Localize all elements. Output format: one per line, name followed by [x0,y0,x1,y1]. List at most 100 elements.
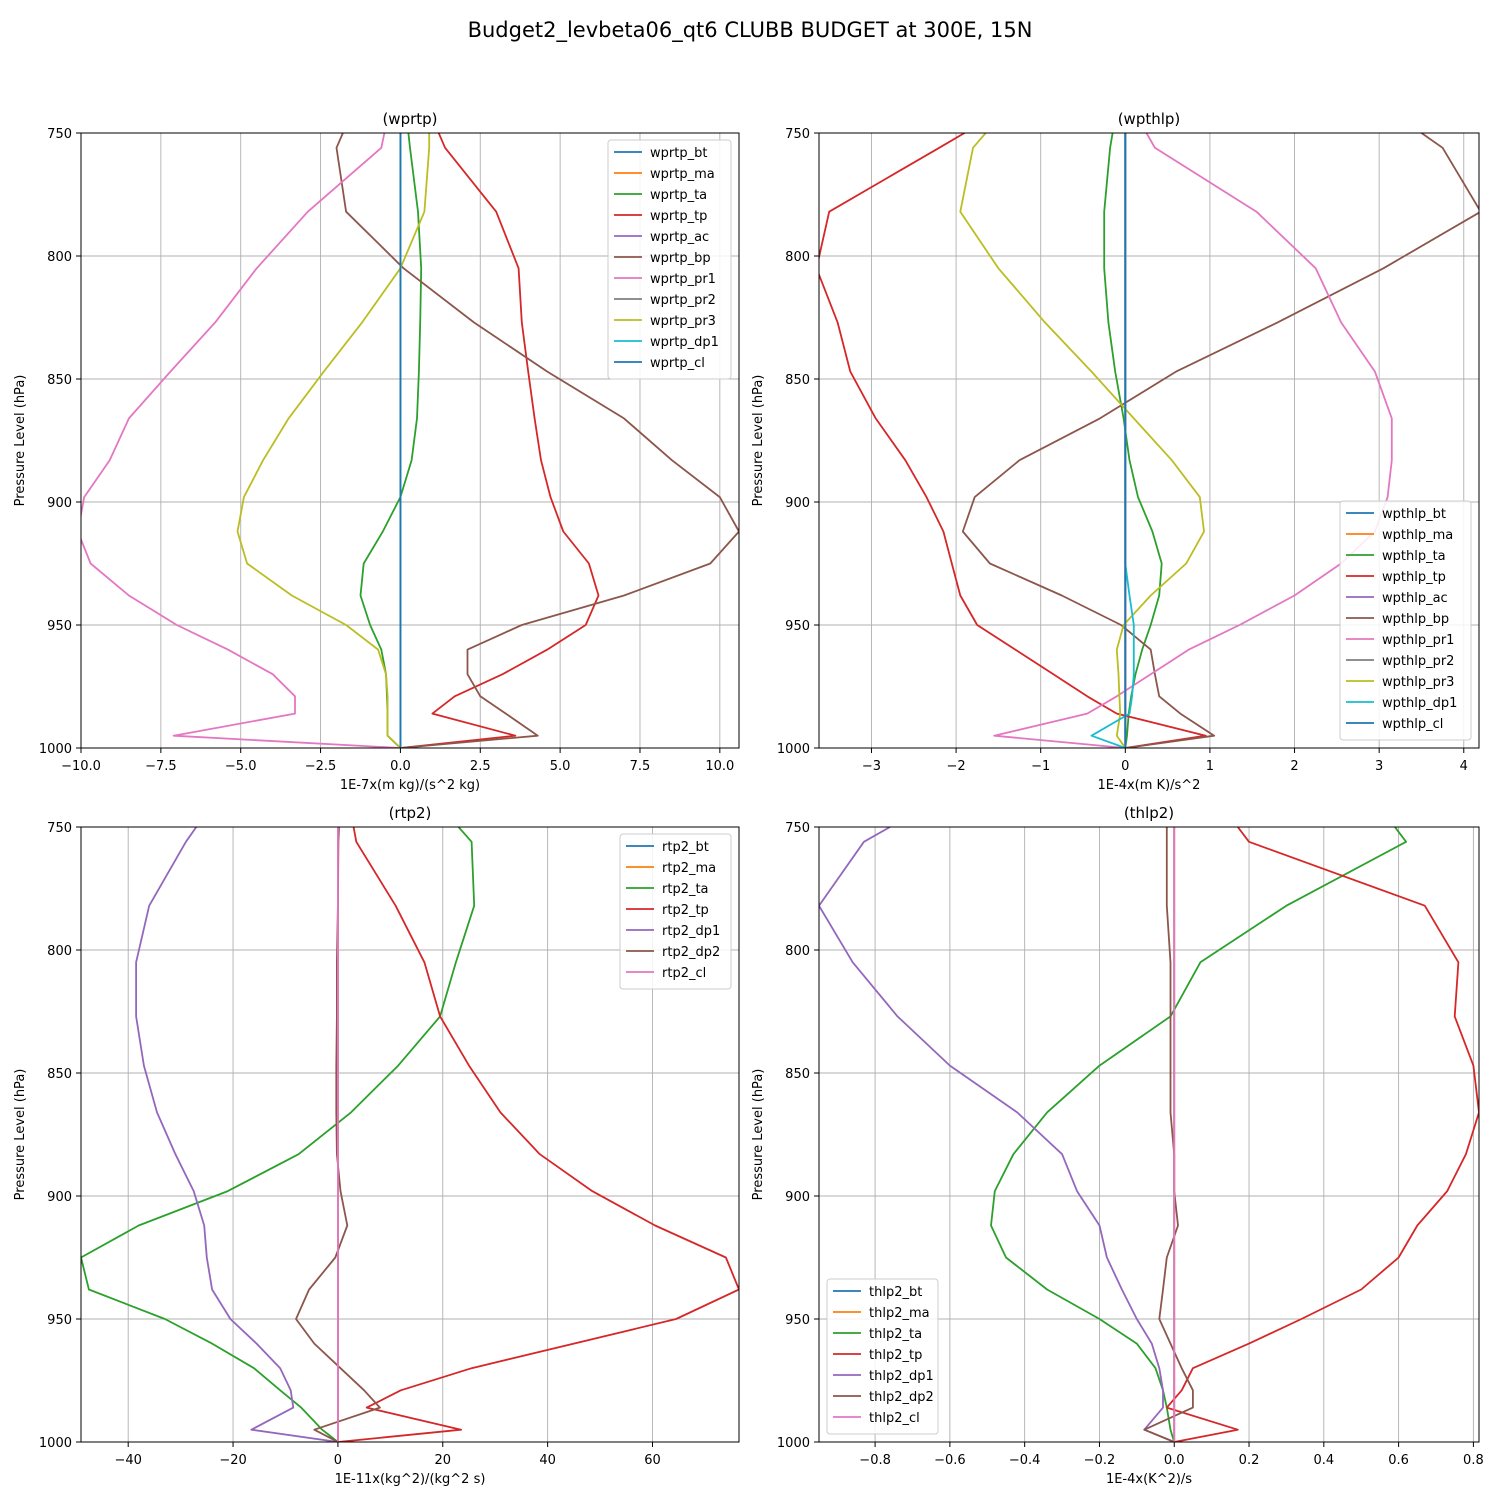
y-axis-label: Pressure Level (hPa) [13,1069,28,1201]
series-line-thlp2_dp1 [819,827,1175,1442]
x-tick-label: 7.5 [630,759,651,774]
legend-entry: wprtp_cl [650,356,705,371]
x-tick-label: 60 [644,1453,661,1468]
x-tick-label: 2 [1290,759,1298,774]
x-tick-label: 5.0 [550,759,571,774]
subplot-title: (wpthlp) [1118,110,1181,128]
axes-frame [818,132,1480,749]
subplot-1: −10.0 −7.5 −5.0 −2.5 0.0 2.5 5.0 7.5 10.0 750 800 8… [13,110,740,793]
x-tick-label: 0.4 [1313,1453,1334,1468]
legend-entry: wpthlp_pr3 [1382,675,1454,690]
x-tick-label: 0 [1121,759,1129,774]
legend-entry: thlp2_bt [869,1285,922,1300]
y-tick-label: 1000 [777,742,810,757]
y-tick-label: 1000 [39,1436,72,1451]
legend-entry: thlp2_tp [869,1348,922,1363]
x-tick-label: 10.0 [705,759,734,774]
series-line-rtp2_ta [81,827,476,1442]
legend-entry: wpthlp_cl [1382,717,1443,732]
subplot-2: −3 −2 −1 0 1 2 3 4 750 800 850 900 950 1000 (wpthlp) 1E… [751,110,1480,793]
x-tick-label: −2 [946,759,965,774]
legend-entry: wprtp_dp1 [650,335,719,350]
legend-entry: wpthlp_pr1 [1382,633,1454,648]
legend: rtp2_bt rtp2_ma rtp2_ta rtp2_tp rtp2_dp1 rtp2… [619,833,732,990]
legend-entry: wprtp_pr2 [650,293,716,308]
figure-title: Budget2_levbeta06_qt6 CLUBB BUDGET at 30… [468,18,1033,43]
x-tick-label: 1 [1206,759,1214,774]
y-tick-label: 750 [785,821,810,836]
x-tick-label: −0.8 [859,1453,891,1468]
series-line-wprtp_pr1 [81,133,401,748]
legend-entry: wprtp_bt [650,146,707,161]
subplot-3: −40 −20 0 20 40 60 750 800 850 900 950 1000 (rtp2) 1E… [13,804,740,1487]
y-tick-label: 950 [47,619,72,634]
legend-entry: rtp2_ma [662,861,716,876]
subplot-title: (thlp2) [1124,804,1174,822]
x-tick-label: 4 [1460,759,1468,774]
legend-entry: wpthlp_bp [1382,612,1449,627]
x-tick-label: −5.0 [225,759,257,774]
y-tick-label: 900 [47,1190,72,1205]
series-line-thlp2_dp2 [1143,827,1194,1442]
legend-entry: rtp2_bt [662,840,709,855]
y-tick-label: 850 [47,373,72,388]
x-tick-label: −20 [219,1453,246,1468]
y-tick-label: 950 [785,1313,810,1328]
axes-frame [80,132,740,749]
legend-entry: wpthlp_ac [1382,591,1448,606]
legend-entry: thlp2_dp2 [869,1390,934,1405]
series-line-wpthlp_bp [961,133,1479,748]
series-lines [819,827,1479,1442]
subplot-title: (wprtp) [382,110,437,128]
x-tick-label: 0.0 [390,759,411,774]
x-tick-label: −7.5 [145,759,177,774]
legend: thlp2_bt thlp2_ma thlp2_ta thlp2_tp thlp2_dp… [826,1278,939,1435]
x-tick-label: −0.6 [934,1453,966,1468]
ticks: −10.0 −7.5 −5.0 −2.5 0.0 2.5 5.0 7.5 10.0 750 800 8… [39,127,734,774]
legend-entry: wpthlp_tp [1382,570,1446,585]
y-tick-label: 850 [785,1067,810,1082]
x-tick-label: 2.5 [470,759,491,774]
series-line-wpthlp_tp [819,133,1207,748]
ticks: −3 −2 −1 0 1 2 3 4 750 800 850 900 950 1000 [777,127,1468,774]
legend-entry: rtp2_dp1 [662,924,720,939]
axes-frame [818,826,1480,1443]
legend-entry: wpthlp_ma [1382,528,1453,543]
y-tick-label: 800 [47,944,72,959]
legend-entry: thlp2_dp1 [869,1369,934,1384]
ticks: −40 −20 0 20 40 60 750 800 850 900 950 1000 [39,821,661,1468]
x-axis-label: 1E-4x(m K)/s^2 [1098,778,1201,793]
y-tick-label: 800 [785,250,810,265]
axes-frame [80,826,740,1443]
legend-entry: wprtp_pr1 [650,272,716,287]
y-tick-label: 900 [785,496,810,511]
legend-entry: wprtp_ma [650,167,715,182]
legend-entry: wprtp_pr3 [650,314,716,329]
series-lines [819,133,1479,748]
x-tick-label: −0.4 [1009,1453,1041,1468]
x-tick-label: −3 [862,759,881,774]
legend-entry: rtp2_dp2 [662,945,720,960]
subplot-title: (rtp2) [389,804,432,822]
y-tick-label: 900 [785,1190,810,1205]
y-axis-label: Pressure Level (hPa) [13,375,28,507]
y-axis-label: Pressure Level (hPa) [751,1069,766,1201]
x-tick-label: −1 [1031,759,1050,774]
x-tick-label: 0.2 [1239,1453,1260,1468]
x-tick-label: −10.0 [61,759,101,774]
x-tick-label: −40 [114,1453,141,1468]
legend-entry: thlp2_ta [869,1327,922,1342]
legend-entry: wpthlp_ta [1382,549,1446,564]
x-tick-label: −2.5 [305,759,337,774]
y-tick-label: 800 [47,250,72,265]
legend-entry: wprtp_ac [650,230,709,245]
x-tick-label: 20 [434,1453,451,1468]
series-line-wprtp_bp [335,133,739,748]
ticks: −0.8 −0.6 −0.4 −0.2 0.0 0.2 0.4 0.6 0.8 750 800 850… [777,821,1484,1468]
y-tick-label: 900 [47,496,72,511]
x-tick-label: 40 [539,1453,556,1468]
series-lines [81,133,739,748]
legend-entry: wprtp_bp [650,251,711,266]
